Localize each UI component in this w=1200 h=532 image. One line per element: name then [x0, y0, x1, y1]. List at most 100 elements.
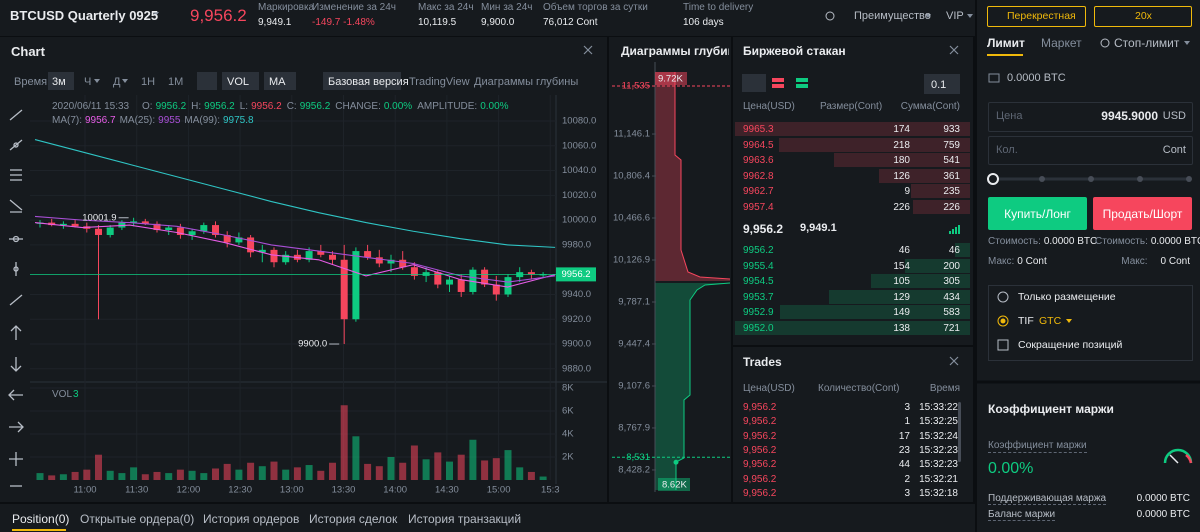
book-sum: 721	[943, 323, 960, 334]
volume-bar	[492, 458, 500, 480]
candle-body	[305, 251, 313, 260]
depth-bar	[955, 243, 970, 257]
view-tab[interactable]: Диаграммы глубины	[474, 76, 579, 88]
depth-bar	[833, 153, 970, 168]
price-input[interactable]	[988, 102, 1193, 132]
advantage[interactable]: Преимущество	[854, 10, 931, 22]
bottom-tab[interactable]: История сделок	[309, 512, 398, 526]
radio-dot	[1000, 318, 1006, 324]
trade-price: 9,956.2	[743, 473, 777, 485]
sell-label[interactable]: Продать/Шорт	[1102, 207, 1183, 221]
trade-price: 9,956.2	[743, 416, 777, 428]
interval[interactable]: 1M	[168, 76, 184, 88]
buy-btn[interactable]	[988, 197, 1087, 230]
candle-body	[481, 269, 489, 285]
trade-price: 9,956.2	[743, 444, 777, 456]
bottom-tab[interactable]: История ордеров	[203, 512, 300, 526]
option[interactable]: Только размещение	[1018, 291, 1116, 303]
volume-bar	[212, 468, 219, 480]
indicator-chip[interactable]	[222, 72, 259, 90]
book-price[interactable]: 9965.3	[743, 124, 774, 135]
book-price[interactable]: 9956.2	[743, 245, 774, 256]
book-size: 149	[893, 307, 910, 319]
order-tab[interactable]: Маркет	[1041, 36, 1082, 50]
volume-bar	[83, 469, 91, 480]
input-unit: USD	[1162, 110, 1186, 122]
depth-bar	[879, 168, 970, 183]
leverage-btn[interactable]	[1094, 6, 1192, 27]
book-price[interactable]: 9963.6	[743, 155, 774, 167]
option[interactable]: Сокращение позиций	[1018, 339, 1123, 351]
interval[interactable]: Д	[113, 76, 121, 88]
candle-body	[352, 251, 360, 320]
book-price[interactable]: 9955.4	[743, 260, 774, 272]
book-price[interactable]: 9954.5	[743, 276, 774, 288]
indicator-chip[interactable]	[264, 72, 296, 90]
volume-bar	[235, 469, 243, 480]
view-tab[interactable]: Базовая версия	[328, 76, 409, 88]
book-sum: 759	[943, 139, 960, 151]
volume-bar	[176, 469, 184, 480]
volume-bar	[305, 465, 313, 480]
indicator[interactable]: VOL	[227, 76, 250, 88]
mid-price: 9,956.2	[743, 222, 784, 236]
order-tab[interactable]: Лимит	[987, 36, 1025, 50]
ask-depth-line	[674, 72, 731, 280]
view-tab[interactable]: TradingView	[409, 76, 470, 88]
indicator[interactable]: MA	[269, 76, 286, 88]
option[interactable]: TIF	[1018, 315, 1034, 327]
volume-bar	[141, 474, 149, 480]
book-price[interactable]: 9962.7	[743, 186, 774, 198]
vip[interactable]: VIP	[946, 10, 964, 22]
interval[interactable]: 1H	[141, 76, 156, 88]
book-price[interactable]: 9957.4	[743, 202, 774, 213]
buy-label[interactable]: Купить/Лонг	[1004, 207, 1071, 221]
book-header: Сумма(Cont)	[900, 101, 960, 112]
step-box[interactable]	[924, 74, 960, 94]
last-price-label: 9956.2	[561, 269, 590, 280]
margin-mode-btn[interactable]	[987, 6, 1086, 27]
candle-body	[504, 277, 512, 295]
volume-bar	[153, 471, 161, 480]
sell-btn[interactable]	[1093, 197, 1192, 230]
book-price[interactable]: 9952.0	[743, 323, 774, 334]
order-tab[interactable]: Стоп-лимит	[1114, 36, 1180, 50]
leverage: 20x	[1135, 10, 1152, 22]
book-sum: 226	[943, 202, 960, 213]
volume-bar	[340, 405, 348, 480]
interval[interactable]: 3м	[52, 76, 66, 88]
candle-body	[258, 249, 266, 253]
bid-total-bg	[658, 478, 690, 491]
stat-value: 9,900.0	[481, 17, 515, 28]
stat-label: Объем торгов за сутки	[543, 2, 648, 13]
ask-total-bg	[655, 72, 687, 85]
bottom-tab[interactable]: Открытые ордера(0)	[80, 512, 195, 526]
order-panel	[977, 0, 1200, 532]
ma-label: MA(99):	[184, 115, 220, 126]
theme-icon	[825, 11, 835, 21]
volume-bar	[481, 460, 489, 480]
book-price[interactable]: 9952.9	[743, 307, 774, 319]
trade-time: 15:32:23	[919, 444, 958, 456]
trades-panel	[733, 347, 973, 502]
book-size: 129	[893, 291, 910, 303]
maint-value: 0.0000 BTC	[1136, 493, 1190, 504]
bottom-tab[interactable]: Position(0)	[12, 512, 70, 526]
settings-btn[interactable]	[197, 72, 217, 90]
qty-input[interactable]	[988, 136, 1193, 165]
book-view-active[interactable]	[742, 74, 766, 92]
option-value[interactable]: GTC	[1039, 315, 1062, 327]
book-price[interactable]: 9953.7	[743, 291, 774, 303]
book-price[interactable]: 9964.5	[743, 139, 774, 151]
dropdown-arrow	[94, 79, 100, 83]
info-value: 9956.2	[299, 101, 331, 112]
volume-bar	[59, 474, 67, 480]
candle-body	[165, 227, 173, 231]
options-box[interactable]	[988, 285, 1193, 361]
book-price[interactable]: 9962.8	[743, 170, 774, 182]
volume-bar	[410, 445, 418, 480]
scrollbar	[958, 402, 961, 462]
bottom-tab[interactable]: История транзакций	[408, 512, 522, 526]
trade-time: 15:32:18	[919, 487, 958, 499]
interval[interactable]: Ч	[84, 76, 92, 88]
